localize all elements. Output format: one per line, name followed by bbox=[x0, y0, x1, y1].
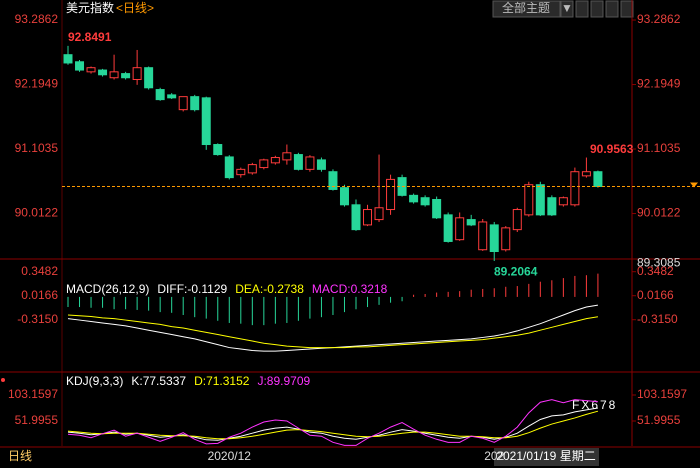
candle-body bbox=[501, 227, 511, 251]
y-tick-label-left: 90.0122 bbox=[15, 206, 59, 220]
y-tick-label-right: 0.0166 bbox=[637, 288, 674, 302]
y-tick-label-left: 91.1035 bbox=[15, 141, 59, 155]
toolbar-icon[interactable] bbox=[605, 0, 619, 18]
theme-button[interactable] bbox=[492, 0, 561, 18]
toolbar-icon[interactable] bbox=[620, 0, 634, 18]
y-tick-label-right: 93.2862 bbox=[637, 12, 681, 26]
indicator-line bbox=[67, 399, 598, 446]
candle-body bbox=[386, 178, 396, 211]
y-tick-label-left: -0.3150 bbox=[17, 312, 58, 326]
candle-body bbox=[570, 171, 580, 206]
candle-body bbox=[478, 221, 488, 251]
candle-body bbox=[432, 198, 442, 219]
legend-label: KDJ(9,3,3) bbox=[66, 374, 123, 388]
y-tick-label-right: 92.1949 bbox=[637, 77, 681, 91]
candle-body bbox=[535, 184, 545, 216]
y-tick-label-right: 91.1035 bbox=[637, 141, 681, 155]
legend-label: J:89.9709 bbox=[257, 374, 310, 388]
cursor-date: 2021/01/19 星期二 bbox=[496, 449, 595, 463]
watermark: FX678 bbox=[572, 398, 617, 412]
bottom-label: 89.3085 bbox=[637, 255, 681, 269]
min-annotation: 89.2064 bbox=[494, 264, 538, 278]
y-tick-label-left: 93.2862 bbox=[15, 12, 59, 26]
dropdown[interactable] bbox=[560, 0, 574, 18]
indicator-line bbox=[67, 314, 599, 349]
candle-body bbox=[512, 209, 522, 231]
marker-dot bbox=[1, 378, 5, 382]
candle-body bbox=[167, 94, 177, 99]
candle-body bbox=[593, 171, 603, 187]
legend-label: DIFF:-0.1129 bbox=[157, 282, 227, 296]
candle-body bbox=[224, 156, 234, 179]
candle-body bbox=[409, 194, 419, 203]
candle-body bbox=[75, 61, 85, 71]
legend-label: K:77.5337 bbox=[131, 374, 186, 388]
candle-body bbox=[121, 73, 131, 79]
toolbar-icon[interactable] bbox=[590, 0, 604, 18]
candle-body bbox=[443, 214, 453, 242]
candle-body bbox=[259, 159, 269, 169]
y-tick-label-right: 90.0122 bbox=[637, 206, 681, 220]
y-tick-label-left: 0.3482 bbox=[21, 264, 58, 278]
legend-label: DEA:-0.2738 bbox=[235, 282, 304, 296]
candle-body bbox=[455, 217, 465, 241]
candle-body bbox=[558, 197, 568, 206]
indicator-line bbox=[67, 407, 598, 441]
candle-body bbox=[282, 152, 292, 161]
candle-body bbox=[86, 67, 96, 73]
last-price-marker bbox=[690, 182, 698, 188]
candle-body bbox=[305, 156, 315, 170]
legend-label: D:71.3152 bbox=[194, 374, 250, 388]
candle-body bbox=[339, 187, 349, 206]
candle-body bbox=[293, 154, 303, 170]
candle-body bbox=[420, 197, 430, 206]
indicator-line bbox=[67, 410, 599, 440]
candle-body bbox=[178, 96, 188, 111]
cursor-date-box bbox=[494, 448, 599, 466]
candle-body bbox=[466, 219, 476, 226]
recent-high-annotation: 90.9563 bbox=[590, 142, 634, 156]
candle-body bbox=[547, 197, 557, 216]
candle-body bbox=[98, 69, 108, 76]
footer-period: 日线 bbox=[8, 449, 32, 463]
candle-body bbox=[132, 67, 142, 81]
candle-body bbox=[524, 184, 534, 216]
candle-body bbox=[144, 67, 154, 89]
y-tick-label-left: 103.1597 bbox=[8, 387, 58, 401]
y-tick-label-right: -0.3150 bbox=[637, 312, 678, 326]
candle-body bbox=[155, 89, 165, 101]
x-tick-label: 202 bbox=[484, 449, 504, 463]
candle-body bbox=[328, 171, 338, 190]
y-tick-label-left: 92.1949 bbox=[15, 77, 59, 91]
candle-body bbox=[363, 209, 373, 226]
y-tick-label-left: 51.9955 bbox=[15, 413, 59, 427]
candle-body bbox=[581, 171, 591, 177]
candle-body bbox=[63, 54, 73, 64]
y-tick-label-right: 0.3482 bbox=[637, 264, 674, 278]
instrument-title: 美元指数 bbox=[66, 0, 114, 15]
candle-body bbox=[489, 224, 499, 252]
candle-body bbox=[190, 96, 200, 111]
theme-button-label[interactable]: 全部主题 bbox=[502, 0, 550, 15]
candle-body bbox=[236, 168, 246, 176]
candle-body bbox=[270, 157, 280, 164]
candle-body bbox=[351, 204, 361, 231]
candle-body bbox=[109, 71, 119, 79]
dropdown-label[interactable]: ▼ bbox=[561, 1, 573, 15]
y-tick-label-right: 51.9955 bbox=[637, 413, 681, 427]
max-annotation: 92.8491 bbox=[68, 30, 112, 44]
candle-body bbox=[374, 207, 384, 221]
legend-label: MACD(26,12,9) bbox=[66, 282, 149, 296]
toolbar-icon[interactable] bbox=[575, 0, 589, 18]
candle-body bbox=[201, 97, 211, 146]
legend-label: MACD:0.3218 bbox=[312, 282, 388, 296]
candle-body bbox=[316, 159, 326, 170]
y-tick-label-right: 103.1597 bbox=[637, 387, 687, 401]
candle-body bbox=[247, 164, 257, 174]
y-tick-label-left: 0.0166 bbox=[21, 288, 58, 302]
period-title: <日线> bbox=[116, 1, 154, 15]
x-tick-label: 2020/12 bbox=[208, 449, 252, 463]
candle-body bbox=[213, 144, 223, 156]
